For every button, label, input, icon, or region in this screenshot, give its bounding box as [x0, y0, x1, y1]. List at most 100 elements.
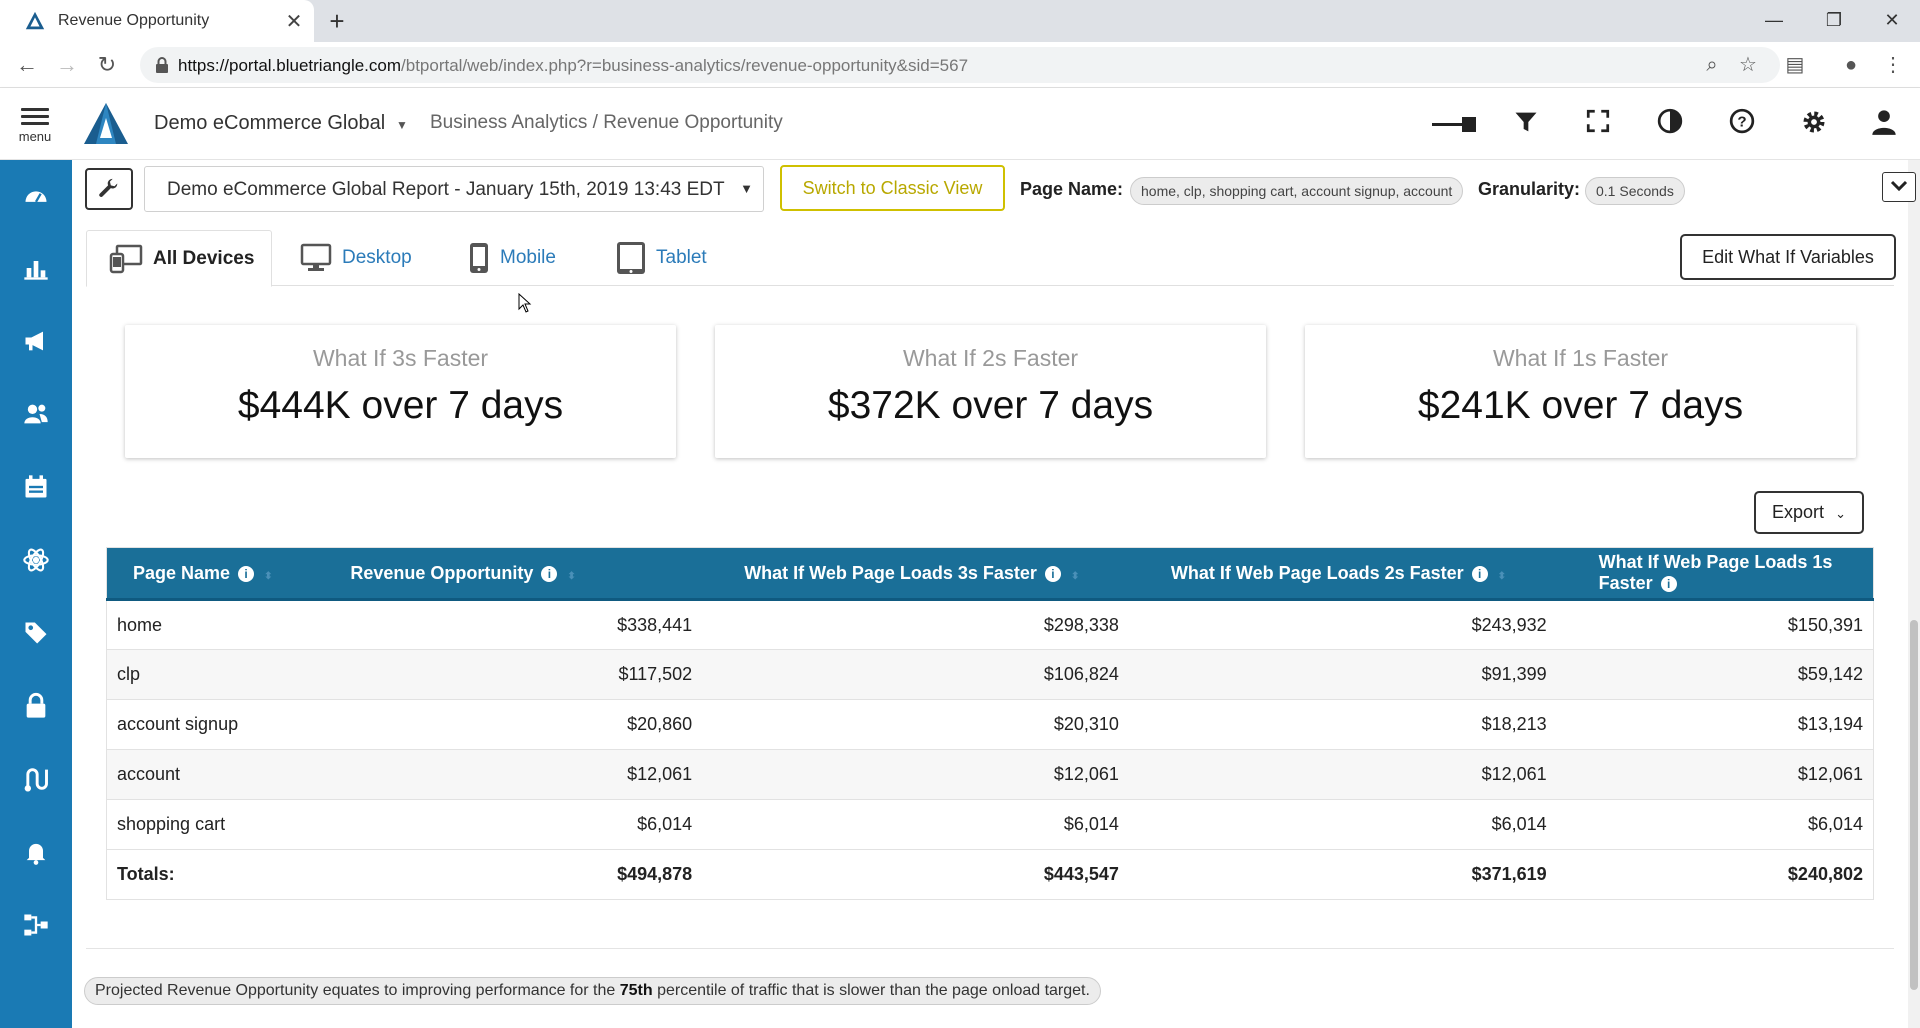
- flow-diagram-icon: [24, 914, 48, 936]
- info-icon[interactable]: i: [238, 565, 255, 582]
- sidebar-item-integrations[interactable]: [0, 532, 72, 588]
- kpi-card-title: What If 2s Faster: [902, 345, 1079, 371]
- user-account-icon[interactable]: [1868, 108, 1900, 140]
- cell-revenue-opportunity: $20,860: [322, 699, 703, 750]
- sort-icon[interactable]: ⬍: [567, 570, 576, 582]
- menu-button[interactable]: menu: [14, 104, 56, 150]
- tag-icon: [25, 622, 47, 644]
- kpi-card-value: $241K over 7 days: [1417, 384, 1744, 427]
- sidebar-item-journeys[interactable]: [0, 751, 72, 807]
- export-button[interactable]: Export ⌄: [1754, 491, 1864, 534]
- wrench-icon: [99, 178, 118, 197]
- cell-2s-faster: $243,932: [1128, 599, 1557, 650]
- forward-icon[interactable]: →: [56, 52, 78, 77]
- info-icon[interactable]: i: [1471, 565, 1488, 582]
- cell-total-1s-faster: $240,802: [1556, 849, 1874, 900]
- column-header-revenue-opportunity[interactable]: Revenue Opportunity i ⬍: [322, 547, 703, 601]
- granularity-label: Granularity:: [1478, 179, 1581, 199]
- fullscreen-icon[interactable]: [1582, 108, 1614, 140]
- bookmark-star-icon[interactable]: ☆: [1739, 54, 1757, 76]
- menu-label: menu: [18, 129, 52, 144]
- sidebar-item-marketing[interactable]: [0, 313, 72, 369]
- tablet-icon: [617, 242, 645, 274]
- cell-total-2s-faster: $371,619: [1128, 849, 1557, 900]
- tab-tablet[interactable]: Tablet: [616, 230, 707, 286]
- column-header-page-name[interactable]: Page Name i ⬍: [106, 547, 323, 601]
- breadcrumb: Business Analytics / Revenue Opportunity: [430, 112, 783, 133]
- reload-icon[interactable]: ↻: [97, 52, 117, 77]
- new-tab-icon[interactable]: +: [329, 6, 345, 36]
- browser-tab[interactable]: Revenue Opportunity ✕: [0, 0, 314, 42]
- sidebar-item-alerts[interactable]: [0, 824, 72, 880]
- kpi-card-value: $372K over 7 days: [827, 384, 1154, 427]
- cell-3s-faster: $20,310: [702, 699, 1129, 750]
- close-tab-icon[interactable]: ✕: [285, 10, 303, 33]
- cell-totals-label: Totals:: [106, 849, 323, 900]
- svg-text:?: ?: [1737, 113, 1746, 130]
- sort-icon[interactable]: ⬍: [264, 570, 273, 582]
- report-settings-button[interactable]: [85, 168, 133, 210]
- sidebar-item-dashboard[interactable]: [0, 168, 72, 224]
- chevron-down-icon: ⌄: [1835, 506, 1846, 521]
- sidebar-item-users[interactable]: [0, 386, 72, 442]
- pin-toggle-icon[interactable]: [1430, 108, 1480, 140]
- contrast-icon[interactable]: [1654, 108, 1686, 140]
- close-window-icon[interactable]: ✕: [1884, 10, 1900, 30]
- back-icon[interactable]: ←: [16, 52, 38, 77]
- speedometer-icon: [25, 191, 47, 203]
- bluetriangle-logo[interactable]: [82, 100, 130, 148]
- sidebar-item-reports[interactable]: [0, 459, 72, 515]
- tab-mobile[interactable]: Mobile: [468, 230, 556, 286]
- sort-icon[interactable]: ⬍: [1497, 570, 1507, 582]
- edit-what-if-variables-button[interactable]: Edit What If Variables: [1680, 234, 1896, 280]
- report-select[interactable]: Demo eCommerce Global Report - January 1…: [144, 166, 764, 212]
- bell-icon: [26, 843, 46, 865]
- sidebar-item-tags[interactable]: [0, 605, 72, 661]
- extension-icon[interactable]: ▤: [1785, 54, 1805, 76]
- settings-gear-icon[interactable]: [1798, 108, 1830, 140]
- info-icon[interactable]: i: [541, 565, 558, 582]
- browser-menu-icon[interactable]: ⋮: [1883, 54, 1903, 76]
- minimize-icon[interactable]: —: [1765, 10, 1783, 30]
- page-scrollbar[interactable]: [1908, 160, 1920, 1028]
- sidebar-item-security[interactable]: [0, 678, 72, 734]
- kpi-card-3s: What If 3s Faster $444K over 7 days: [125, 325, 676, 458]
- table-totals-row: Totals: $494,878 $443,547 $371,619 $240,…: [106, 849, 1874, 900]
- column-header-3s-faster[interactable]: What If Web Page Loads 3s Faster i ⬍: [702, 547, 1129, 601]
- granularity-chip[interactable]: 0.1 Seconds: [1585, 177, 1685, 205]
- tab-all-devices[interactable]: All Devices: [86, 230, 272, 287]
- table-row: shopping cart $6,014 $6,014 $6,014 $6,01…: [106, 799, 1874, 850]
- company-dropdown-caret-icon[interactable]: ▼: [396, 118, 408, 132]
- cell-3s-faster: $6,014: [702, 799, 1129, 850]
- info-icon[interactable]: i: [1660, 576, 1677, 592]
- maximize-icon[interactable]: ❐: [1825, 10, 1843, 30]
- page-name-label: Page Name:: [1020, 179, 1124, 199]
- kpi-card-value: $444K over 7 days: [237, 384, 564, 427]
- cell-total-revenue-opportunity: $494,878: [322, 849, 703, 900]
- cell-1s-faster: $13,194: [1556, 699, 1874, 750]
- zoom-icon[interactable]: ⌕: [1706, 54, 1718, 76]
- address-bar[interactable]: https://portal.bluetriangle.com/btportal…: [140, 47, 1780, 83]
- collapse-filters-button[interactable]: [1882, 172, 1916, 202]
- help-icon[interactable]: ?: [1726, 108, 1758, 140]
- browser-toolbar: ← → ↻ https://portal.bluetriangle.com/bt…: [0, 42, 1920, 88]
- profile-icon[interactable]: ●: [1844, 54, 1858, 76]
- sidebar-item-workflow[interactable]: [0, 897, 72, 953]
- page-name-chip[interactable]: home, clp, shopping cart, account signup…: [1130, 177, 1464, 205]
- cell-2s-faster: $18,213: [1128, 699, 1557, 750]
- company-selector[interactable]: Demo eCommerce Global: [154, 112, 386, 134]
- filter-icon[interactable]: [1510, 108, 1542, 140]
- sort-icon[interactable]: ⬍: [1070, 570, 1080, 582]
- table-row: account $12,061 $12,061 $12,061 $12,061: [106, 749, 1874, 800]
- sidebar-item-performance[interactable]: [0, 240, 72, 296]
- column-header-2s-faster[interactable]: What If Web Page Loads 2s Faster i ⬍: [1128, 547, 1557, 601]
- switch-classic-view-button[interactable]: Switch to Classic View: [780, 165, 1005, 211]
- tab-tablet-label: Tablet: [656, 247, 707, 268]
- table-row: account signup $20,860 $20,310 $18,213 $…: [106, 699, 1874, 750]
- megaphone-icon: [25, 331, 43, 351]
- all-devices-icon: [109, 244, 143, 273]
- tab-desktop[interactable]: Desktop: [300, 230, 412, 286]
- scrollbar-thumb[interactable]: [1910, 620, 1918, 990]
- info-icon[interactable]: i: [1044, 565, 1061, 582]
- column-header-1s-faster[interactable]: What If Web Page Loads 1s Faster i: [1556, 547, 1874, 601]
